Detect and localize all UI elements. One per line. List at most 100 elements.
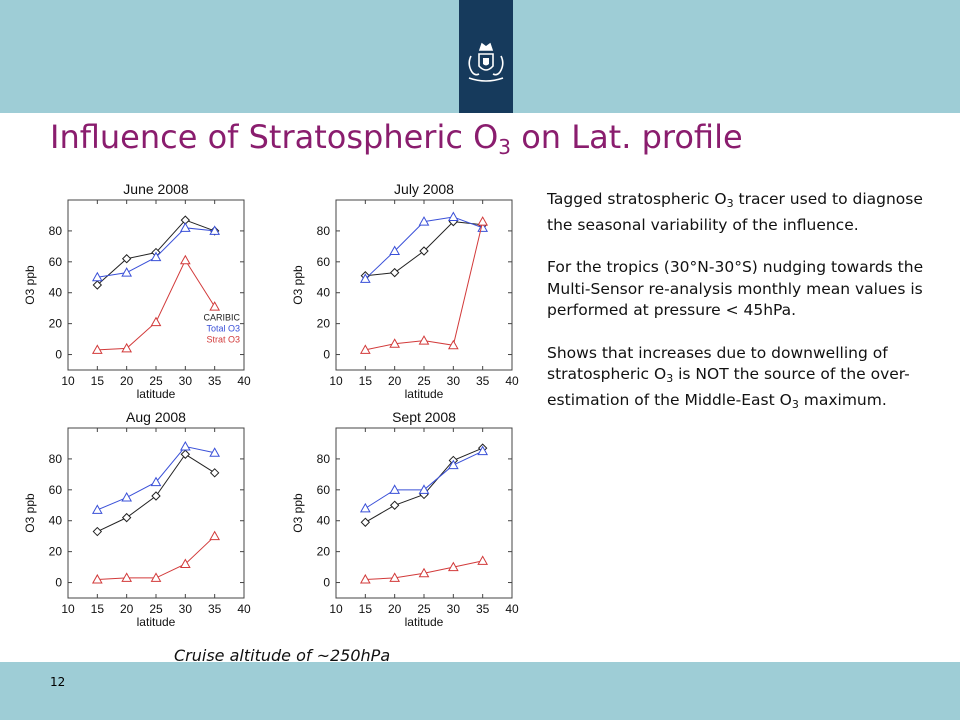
data-point — [447, 459, 459, 470]
data-point — [91, 271, 103, 282]
x-tick-label: 40 — [505, 602, 519, 616]
data-point — [360, 517, 371, 527]
data-point — [418, 484, 430, 494]
x-tick-label: 10 — [329, 602, 343, 616]
data-point — [209, 468, 220, 478]
x-tick-label: 15 — [359, 374, 373, 388]
y-tick-label: 80 — [317, 452, 331, 466]
y-tick-label: 60 — [317, 483, 331, 497]
legend-entry: Strat O3 — [206, 335, 240, 345]
chart-svg: 10 15 20 25 30 35 40 0 20 40 60 80 June 2008 latitude… — [23, 181, 251, 401]
series-line-strat-o3 — [97, 259, 216, 351]
data-point — [91, 504, 103, 514]
x-tick-label: 35 — [208, 602, 222, 616]
x-tick-label: 25 — [149, 602, 163, 616]
y-tick-label: 0 — [323, 348, 330, 362]
note-paragraph-2: For the tropics (30°N-30°S) nudging towa… — [547, 258, 924, 319]
data-point — [180, 449, 191, 459]
logo-panel — [459, 0, 513, 113]
data-point — [179, 254, 191, 265]
y-tick-label: 40 — [317, 286, 331, 300]
legend-entry: CARIBIC — [203, 313, 240, 323]
data-point — [477, 555, 489, 565]
x-tick-label: 20 — [388, 602, 402, 616]
series-line-strat-o3 — [365, 221, 484, 351]
x-tick-label: 20 — [120, 374, 134, 388]
y-tick-label: 60 — [49, 255, 63, 269]
data-point — [151, 491, 161, 501]
chart-svg: 10 15 20 25 30 35 40 0 20 40 60 80 July 2008 latitude… — [291, 181, 519, 401]
data-point — [418, 335, 430, 345]
notes-text: Tagged stratospheric O3 tracer used to d… — [547, 189, 947, 436]
data-point — [447, 561, 459, 572]
data-point — [477, 445, 489, 456]
data-point — [179, 441, 191, 451]
y-tick-label: 20 — [49, 317, 63, 331]
data-point — [389, 484, 401, 494]
chart-june-2008: 10 15 20 25 30 35 40 0 20 40 60 80 June 2008 latitude… — [22, 178, 262, 410]
chart-title: June 2008 — [123, 181, 189, 197]
data-point — [359, 573, 371, 584]
y-axis-label: O3 ppb — [291, 493, 305, 533]
x-tick-label: 30 — [179, 374, 193, 388]
data-point — [389, 338, 401, 348]
x-tick-label: 30 — [447, 602, 461, 616]
y-axis-label: O3 ppb — [23, 493, 37, 533]
data-point — [179, 222, 191, 232]
note-paragraph-3: Shows that increases due to downwelling … — [547, 343, 910, 411]
data-point — [150, 572, 162, 582]
x-tick-label: 25 — [149, 374, 163, 388]
royal-coat-of-arms-icon — [468, 42, 504, 82]
y-tick-label: 60 — [49, 483, 63, 497]
x-tick-label: 40 — [505, 374, 519, 388]
note-paragraph-1: Tagged stratospheric O3 tracer used to d… — [547, 190, 923, 234]
data-point — [209, 301, 221, 311]
chart-title: Aug 2008 — [126, 409, 186, 425]
slide-title: Influence of Stratospheric O3 on Lat. pr… — [50, 118, 743, 159]
data-point — [447, 339, 459, 350]
y-tick-label: 20 — [317, 545, 331, 559]
x-tick-label: 30 — [447, 374, 461, 388]
data-point — [150, 251, 162, 262]
x-tick-label: 10 — [61, 602, 75, 616]
page-number: 12 — [50, 675, 66, 689]
data-point — [418, 216, 430, 226]
x-tick-label: 30 — [179, 602, 193, 616]
chart-sept-2008: 10 15 20 25 30 35 40 0 20 40 60 80 Sept 2008 latitude… — [290, 406, 530, 638]
y-tick-label: 20 — [317, 317, 331, 331]
x-tick-label: 25 — [417, 374, 431, 388]
x-tick-label: 10 — [329, 374, 343, 388]
x-axis-label: latitude — [405, 615, 444, 629]
chart-svg: 10 15 20 25 30 35 40 0 20 40 60 80 Aug 2008 latitude O… — [23, 409, 251, 629]
chart-aug-2008: 10 15 20 25 30 35 40 0 20 40 60 80 Aug 2008 latitude O… — [22, 406, 262, 638]
data-point — [389, 572, 401, 582]
y-tick-label: 0 — [55, 348, 62, 362]
y-tick-label: 80 — [317, 224, 331, 238]
data-point — [121, 342, 133, 353]
y-tick-label: 0 — [55, 576, 62, 590]
data-point — [92, 526, 103, 537]
x-tick-label: 40 — [237, 374, 251, 388]
data-point — [179, 558, 191, 568]
y-tick-label: 40 — [49, 514, 63, 528]
y-tick-label: 0 — [323, 576, 330, 590]
data-point — [389, 500, 400, 510]
y-tick-label: 80 — [49, 224, 63, 238]
y-tick-label: 60 — [317, 255, 331, 269]
y-tick-label: 40 — [49, 286, 63, 300]
chart-title: Sept 2008 — [392, 409, 456, 425]
data-point — [359, 344, 371, 354]
x-tick-label: 35 — [208, 374, 222, 388]
x-tick-label: 40 — [237, 602, 251, 616]
chart-july-2008: 10 15 20 25 30 35 40 0 20 40 60 80 July 2008 latitude… — [290, 178, 530, 410]
caption: Cruise altitude of ~250hPa — [174, 646, 391, 665]
data-point — [477, 216, 489, 226]
y-tick-label: 20 — [49, 545, 63, 559]
data-point — [150, 476, 162, 487]
data-point — [121, 492, 133, 502]
chart-svg: 10 15 20 25 30 35 40 0 20 40 60 80 Sept 2008 latitude… — [291, 409, 519, 629]
data-point — [447, 211, 459, 221]
y-tick-label: 40 — [317, 514, 331, 528]
x-tick-label: 20 — [120, 602, 134, 616]
x-tick-label: 10 — [61, 374, 75, 388]
